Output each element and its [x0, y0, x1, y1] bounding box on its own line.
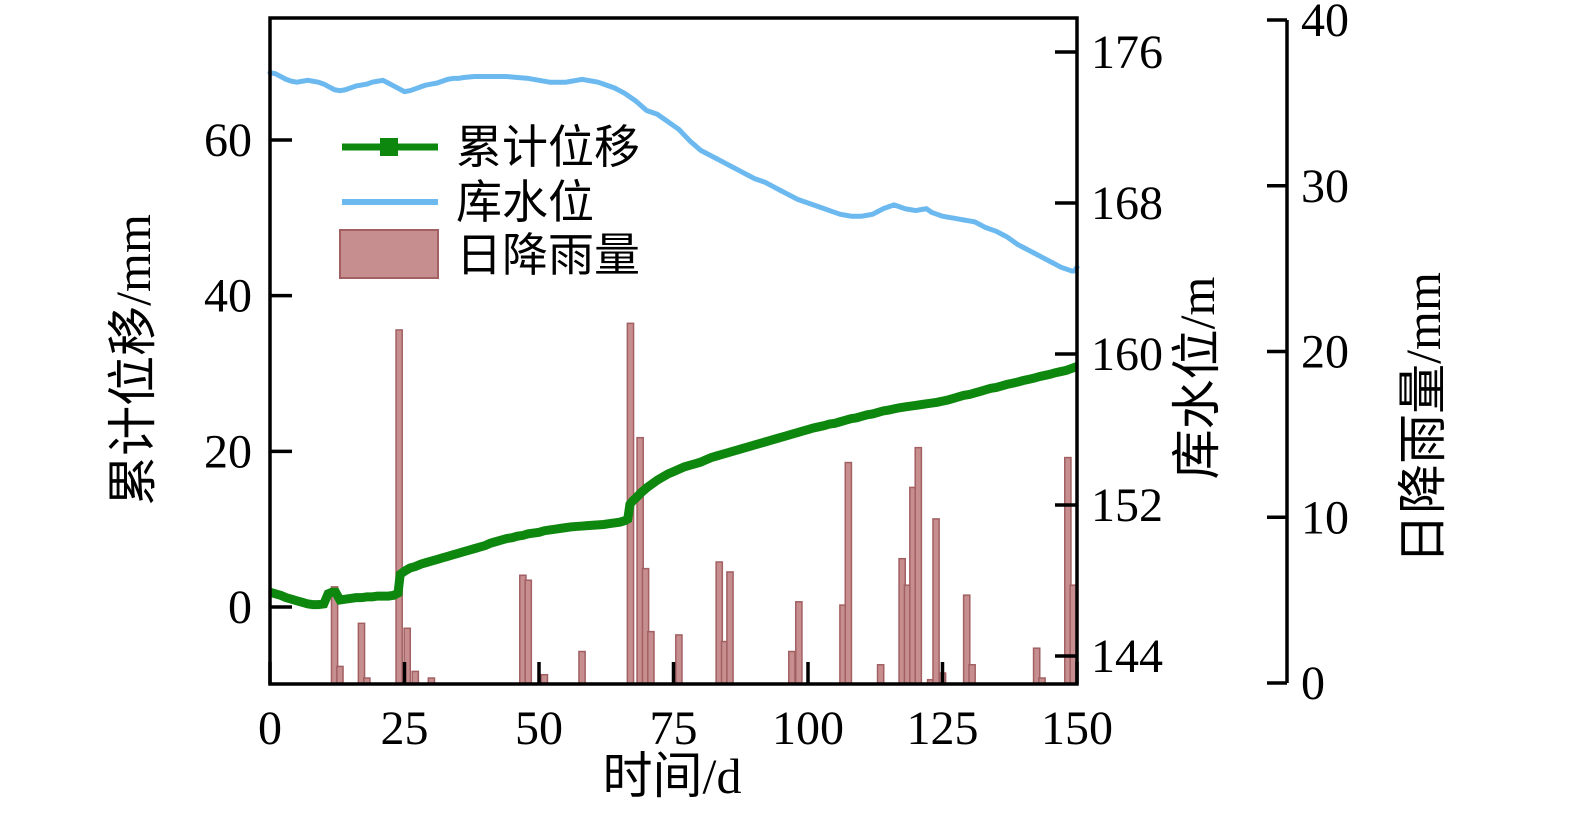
legend-item-water-level: 库水位 [342, 177, 594, 228]
displacement-tick-label: 40 [204, 270, 252, 323]
x-tick-label: 0 [258, 702, 282, 755]
water-level-tick-label: 152 [1091, 479, 1163, 532]
x-tick-label: 150 [1041, 702, 1113, 755]
x-tick-label: 100 [772, 702, 844, 755]
legend-label-water-level: 库水位 [456, 177, 594, 228]
water-level-tick-label: 168 [1091, 177, 1163, 230]
plot-border [268, 16, 1079, 686]
rainfall-tick-label: 30 [1301, 160, 1349, 213]
rainfall-bar [876, 664, 885, 685]
rainfall-bar [578, 650, 586, 685]
rainfall-tick-label: 10 [1301, 491, 1349, 544]
rainfall-bar [411, 670, 420, 685]
rainfall-bar-swatch [339, 229, 439, 279]
x-axis-title: 时间/d [603, 748, 742, 804]
rainfall-tick-label: 20 [1301, 326, 1349, 379]
displacement-tick-label: 0 [228, 581, 252, 634]
x-tick-label: 25 [381, 702, 429, 755]
water-level-tick-label: 144 [1091, 630, 1163, 683]
rainfall-bar [844, 461, 853, 685]
rainfall-bar [395, 329, 403, 685]
rainfall-bar [968, 664, 976, 685]
water-level-line-series [267, 70, 1080, 274]
rainfall-bar [336, 665, 344, 685]
rainfall-bar [932, 518, 940, 685]
displacement-marker-swatch [380, 138, 398, 156]
legend-label-rainfall: 日降雨量 [456, 230, 640, 281]
water-level-tick-label: 160 [1091, 328, 1163, 381]
rainfall-tick-label: 0 [1301, 657, 1325, 710]
displacement-line-series [268, 362, 1079, 610]
rainfall-bar [795, 601, 803, 685]
legend-item-displacement: 累计位移 [342, 122, 640, 173]
water-level-tick-label: 176 [1091, 26, 1163, 79]
rainfall-bar [788, 650, 796, 685]
rainfall-bar [914, 446, 923, 685]
left-axis-title: 累计位移/mm [105, 214, 161, 506]
displacement-tick-label: 60 [204, 114, 252, 167]
water-level-line [267, 70, 1080, 274]
displacement-line [268, 362, 1079, 610]
x-tick-label: 125 [907, 702, 979, 755]
axes: 0 25 50 75 100 125 150 0 20 40 60 144 152 160 168 176 0 1… [204, 0, 1349, 755]
x-tick-label: 50 [515, 702, 563, 755]
rainfall-tick-label: 40 [1301, 0, 1349, 47]
displacement-tick-label: 20 [204, 425, 252, 478]
rainfall-bars-series [330, 322, 1078, 685]
legend-item-rainfall: 日降雨量 [339, 229, 640, 281]
legend-label-displacement: 累计位移 [456, 122, 640, 173]
rainfall-bar [675, 634, 683, 685]
rainfall-axis-title: 日降雨量/mm [1395, 272, 1451, 564]
x-tick-label: 75 [650, 702, 698, 755]
rainfall-bar [647, 630, 655, 685]
rainfall-bar [726, 571, 734, 685]
rainfall-bar [357, 622, 366, 685]
rainfall-bar [524, 579, 533, 685]
legend: 累计位移 库水位 日降雨量 [339, 122, 640, 281]
water-level-axis-title: 库水位/m [1169, 277, 1225, 480]
